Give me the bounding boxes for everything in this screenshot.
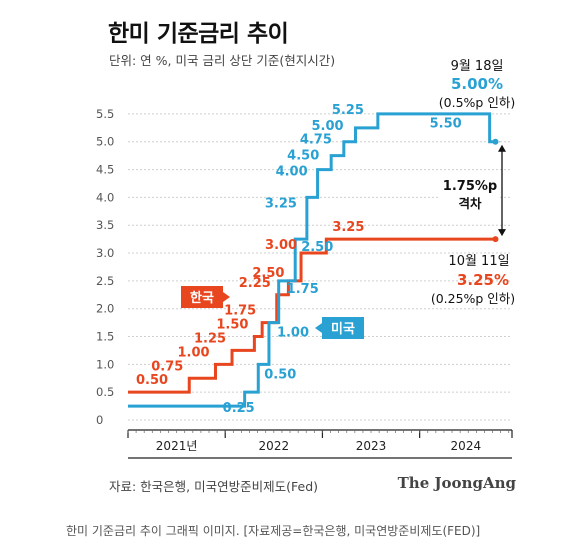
korea-data-label: 1.00 [177,345,209,360]
page-title: 한미 기준금리 추이 [108,21,289,47]
gap-arrow-head-down [498,229,506,237]
image-caption: 한미 기준금리 추이 그래픽 이미지. [자료제공=한국은행, 미국연방준비제도… [66,524,481,538]
y-tick-label: 1.0 [96,357,114,371]
y-tick-label: 4.0 [96,190,114,204]
us-cut-note: (0.5%p 인하) [439,95,515,110]
korea-rate-line [128,237,496,394]
legend-us-text: 미국 [331,321,355,337]
y-tick-label: 5.0 [96,135,114,149]
us-data-label: 0.25 [223,401,255,416]
brand-logo: The JoongAng [397,474,516,492]
korea-data-label: 3.25 [332,220,364,235]
x-axis: 2021년 2022 2023 2024 [127,429,513,459]
y-tick-label: 0.5 [96,385,114,399]
unit-note: 단위: 연 %, 미국 금리 상단 기준(현지시간) [109,53,336,68]
korea-data-label: 0.50 [136,373,168,388]
y-tick-label: 3.5 [96,218,114,232]
korea-cut-note: (0.25%p 인하) [431,291,515,306]
x-tick-label: 2023 [356,439,387,453]
source-note: 자료: 한국은행, 미국연방준비제도(Fed) [109,479,319,494]
korea-data-label: 1.50 [216,318,248,333]
legend-us-box [322,317,364,339]
us-end-marker [492,138,499,145]
y-tick-label: 2.5 [96,274,114,288]
y-tick-label: 2.0 [96,302,114,316]
korea-cut-date: 10월 11일 [448,254,509,269]
y-tick-label: 0 [96,413,103,427]
gap-label: 격차 [458,196,482,211]
legend-korea: 한국 [181,286,230,308]
us-data-label: 5.50 [430,117,462,132]
series-lines [128,112,496,408]
us-data-label: 3.25 [265,196,297,211]
y-tick-label: 1.5 [96,330,114,344]
y-tick-label: 5.5 [96,107,114,121]
gap-arrow-head-up [498,144,506,152]
us-data-label: 0.50 [264,367,296,382]
data-labels: 0.500.751.001.251.501.752.252.503.003.25… [136,103,462,416]
legend-korea-text: 한국 [190,290,214,306]
korea-data-label: 1.75 [224,304,256,319]
us-data-label: 4.00 [276,165,308,180]
us-data-label: 1.00 [277,326,309,341]
korea-data-label: 1.25 [194,331,226,346]
y-tick-label: 3.0 [96,246,114,260]
us-cut-value: 5.00% [451,75,503,93]
us-data-label: 1.75 [287,282,319,297]
x-tick-label: 2021년 [156,439,198,453]
legend-us: 미국 [315,317,364,339]
korea-data-label: 2.50 [252,266,284,281]
gap-value: 1.75%p [443,179,497,194]
us-data-label: 4.50 [287,149,319,164]
y-tick-label: 4.5 [96,163,114,177]
us-data-label: 5.25 [332,103,364,118]
legend-us-pointer [315,323,322,333]
us-data-label: 2.50 [301,240,333,255]
gap-label-bg [440,176,500,214]
korea-cut-value: 3.25% [457,271,509,289]
legend-korea-box [181,286,223,308]
korea-data-label: 3.00 [265,238,297,253]
us-rate-line [128,112,496,408]
us-cut-date: 9월 18일 [451,59,504,74]
korea-data-label: 0.75 [151,359,183,374]
us-data-label: 5.00 [311,119,343,134]
korea-data-label: 2.25 [239,276,271,291]
x-tick-label: 2022 [259,439,290,453]
korea-end-marker [492,236,499,243]
legend-korea-pointer [223,292,230,302]
us-data-label: 4.75 [300,133,332,148]
y-axis-ticks: 0 0.5 1.0 1.5 2.0 2.5 3.0 3.5 4.0 4.5 5.0 5.5 [96,107,114,427]
x-tick-label: 2024 [451,439,482,453]
